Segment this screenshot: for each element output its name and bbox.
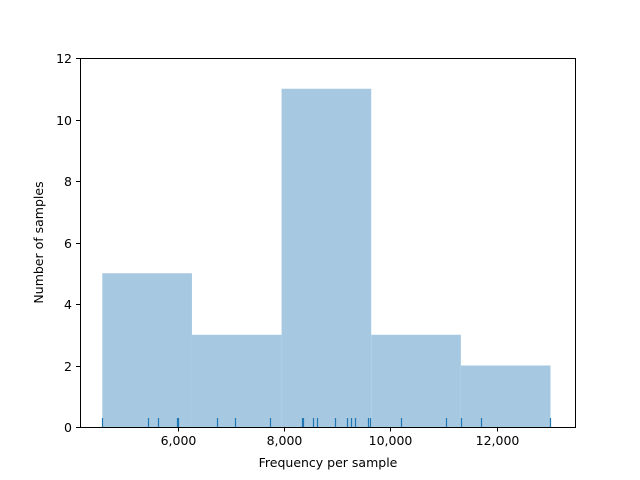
x-axis-title: Frequency per sample bbox=[259, 455, 398, 470]
histogram-bar-1 bbox=[102, 273, 192, 427]
y-tick-label: 12 bbox=[56, 51, 72, 66]
histogram-bar-4 bbox=[371, 334, 461, 427]
x-tick-label: 10,000 bbox=[369, 433, 413, 448]
histogram-bar-3 bbox=[281, 88, 372, 427]
y-axis-title: Number of samples bbox=[31, 181, 46, 303]
y-tick-label: 8 bbox=[64, 174, 72, 189]
histogram-bars bbox=[102, 88, 551, 427]
y-tick-label: 10 bbox=[56, 113, 72, 128]
y-tick-label: 0 bbox=[64, 420, 72, 435]
x-axis: 6,000 8,000 10,000 12,000 bbox=[161, 427, 520, 448]
y-axis: 0 2 4 6 8 10 12 bbox=[56, 51, 81, 435]
histogram-bar-5 bbox=[460, 365, 551, 427]
y-tick-label: 4 bbox=[64, 297, 72, 312]
x-tick-label: 6,000 bbox=[161, 433, 197, 448]
rug-marks bbox=[101, 418, 552, 427]
histogram-bar-2 bbox=[191, 334, 282, 427]
x-tick-label: 8,000 bbox=[267, 433, 303, 448]
y-tick-label: 6 bbox=[64, 236, 72, 251]
x-tick-label: 12,000 bbox=[476, 433, 520, 448]
y-tick-label: 2 bbox=[64, 359, 72, 374]
